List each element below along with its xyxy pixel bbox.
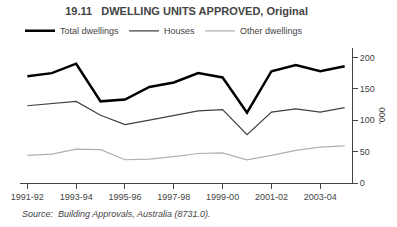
svg-text:1993-94: 1993-94 [60, 192, 93, 202]
svg-text:150: 150 [360, 84, 375, 94]
svg-text:Source: Building Approvals, A: Source: Building Approvals, Australia (8… [22, 209, 210, 219]
svg-text:0: 0 [360, 178, 365, 188]
svg-text:19.11 DWELLING UNITS APPROVE: 19.11 DWELLING UNITS APPROVED, Original [65, 5, 308, 17]
svg-text:1997-98: 1997-98 [157, 192, 190, 202]
svg-text:1991-92: 1991-92 [11, 192, 44, 202]
svg-text:2001-02: 2001-02 [255, 192, 288, 202]
svg-text:100: 100 [360, 115, 375, 125]
svg-text:1999-00: 1999-00 [206, 192, 239, 202]
svg-text:'000: '000 [377, 107, 387, 124]
svg-text:2003-04: 2003-04 [304, 192, 337, 202]
svg-text:Houses: Houses [164, 26, 195, 36]
svg-text:1995-96: 1995-96 [108, 192, 141, 202]
svg-text:50: 50 [360, 147, 370, 157]
svg-text:200: 200 [360, 53, 375, 63]
svg-text:Total dwellings: Total dwellings [60, 26, 119, 36]
svg-text:Other dwellings: Other dwellings [240, 26, 303, 36]
